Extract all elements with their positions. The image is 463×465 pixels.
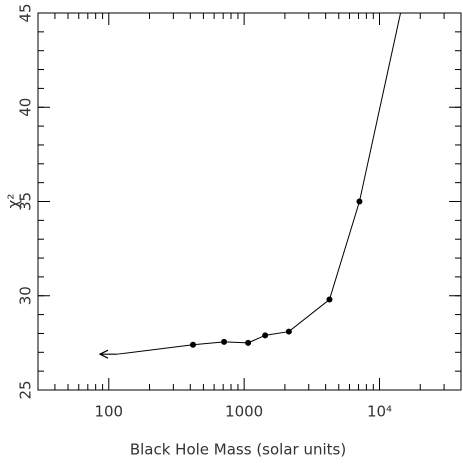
point xyxy=(221,338,228,345)
y-tick-label: 35 xyxy=(17,192,35,211)
plot-frame xyxy=(37,12,462,391)
plot-area xyxy=(98,13,402,359)
y-tick-label: 40 xyxy=(17,98,35,117)
y-axis-label: χ² xyxy=(5,194,23,209)
point xyxy=(326,296,333,303)
x-tick-label: 1000 xyxy=(225,403,263,421)
point xyxy=(356,198,363,205)
line xyxy=(116,13,402,355)
point xyxy=(190,341,197,348)
point xyxy=(245,339,252,346)
x-axis-label: Black Hole Mass (solar units) xyxy=(130,441,346,459)
x-tick-label: 100 xyxy=(94,403,123,421)
point xyxy=(285,328,292,335)
y-tick-label: 45 xyxy=(17,3,35,22)
point xyxy=(262,332,269,339)
upper-limit-arrow xyxy=(98,349,117,359)
y-tick-label: 30 xyxy=(17,286,35,305)
y-tick-label: 25 xyxy=(17,380,35,399)
x-tick-label: 10⁴ xyxy=(367,403,392,421)
